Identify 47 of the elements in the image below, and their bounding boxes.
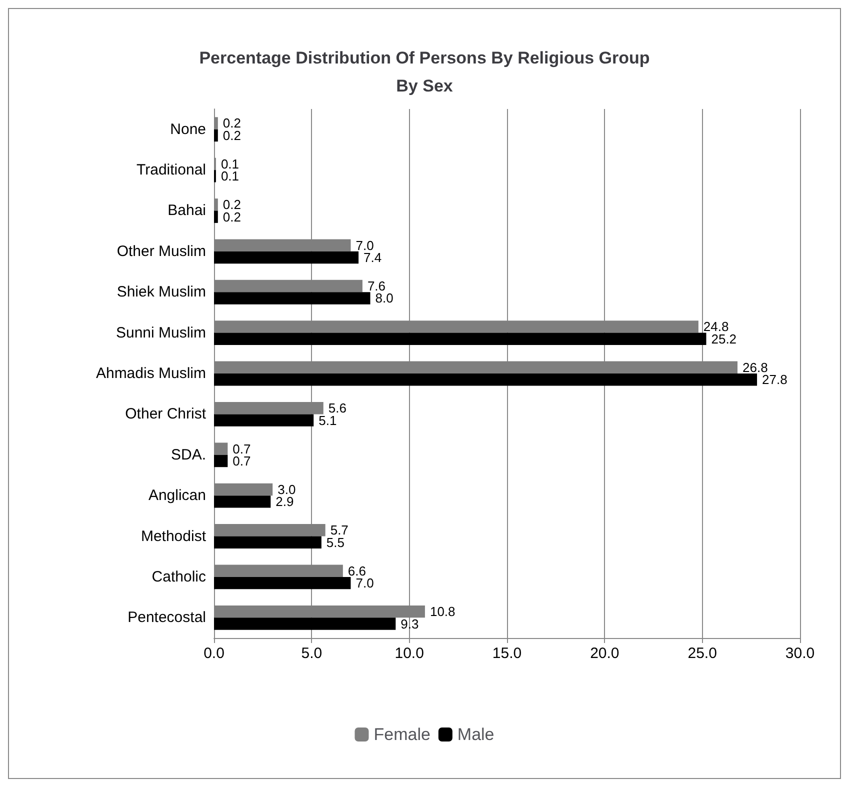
bar	[214, 210, 218, 223]
x-tick-label: 25.0	[688, 645, 717, 662]
bar	[214, 292, 370, 304]
data-label: 6.6	[348, 563, 366, 578]
data-label: 26.8	[742, 360, 768, 375]
bar	[214, 576, 351, 590]
bar	[214, 129, 218, 142]
x-tick-label: 15.0	[492, 645, 522, 662]
data-label: 9.3	[400, 616, 419, 632]
data-label: 0.1	[220, 156, 240, 172]
y-tick-label: Catholic	[152, 568, 206, 586]
data-label: 0.1	[220, 168, 240, 184]
bar	[214, 332, 706, 346]
data-label: 27.8	[762, 372, 788, 388]
y-tick-label: Bahai	[168, 202, 206, 220]
data-label: 7.4	[364, 250, 382, 266]
y-tick-label: Sunni Muslim	[116, 324, 206, 342]
y-tick-label: Other Christ	[125, 406, 207, 423]
data-label: 7.0	[356, 238, 374, 253]
y-tick-label: Methodist	[140, 528, 207, 545]
data-label: 3.0	[278, 482, 296, 497]
data-label: 7.0	[356, 576, 374, 591]
legend-label: Male	[457, 725, 494, 744]
bar	[214, 496, 271, 508]
x-tick-label: 30.0	[785, 645, 815, 662]
data-label: 2.9	[276, 494, 294, 510]
bar	[214, 536, 322, 548]
chart-title: Percentage Distribution Of Persons By Religious Group By Sex	[199, 48, 650, 96]
legend-label: Female	[374, 725, 430, 744]
y-tick-label: SDA.	[170, 446, 206, 464]
bar	[214, 414, 314, 426]
y-tick-label: Shiek Muslim	[116, 284, 206, 301]
data-label: 10.8	[430, 604, 456, 620]
bar	[214, 374, 758, 386]
y-tick-label: Pentecostal	[128, 609, 206, 626]
x-tick-label: 10.0	[394, 645, 424, 662]
y-tick-label: Ahmadis Muslim	[96, 365, 206, 382]
y-tick-label: Other Muslim	[116, 242, 206, 260]
y-tick-label: None	[170, 120, 206, 138]
x-tick-label: 0.0	[204, 645, 224, 662]
x-tick-label: 20.0	[590, 645, 620, 662]
x-tick-label: 5.0	[301, 645, 322, 662]
bar	[214, 618, 396, 630]
bar	[214, 454, 228, 468]
bar	[214, 251, 359, 264]
y-tick-label: Traditional	[136, 162, 206, 179]
y-tick-label: Anglican	[148, 487, 206, 504]
